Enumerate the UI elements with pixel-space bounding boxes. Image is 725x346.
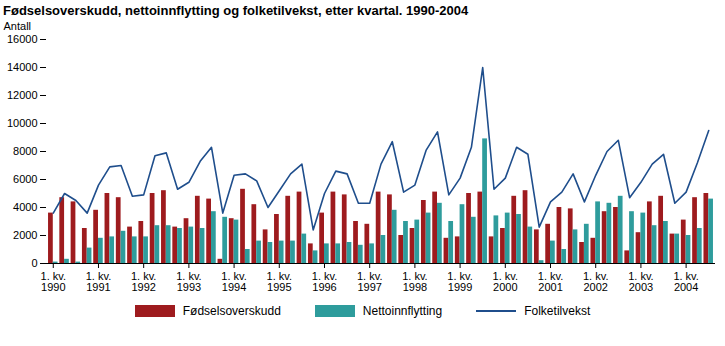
svg-text:8000: 8000 — [13, 145, 37, 157]
svg-text:1. kv.1991: 1. kv.1991 — [86, 270, 111, 293]
svg-text:4000: 4000 — [13, 201, 37, 213]
svg-text:2000: 2000 — [13, 229, 37, 241]
svg-text:1. kv.1997: 1. kv.1997 — [357, 270, 382, 293]
html-text:Nettoinnflytting: Nettoinnflytting — [362, 304, 443, 318]
svg-text:1. kv.1996: 1. kv.1996 — [312, 270, 337, 293]
html-text:Fødselsoverskudd: Fødselsoverskudd — [182, 304, 281, 318]
svg-text:Antall: Antall — [4, 20, 32, 32]
svg-text:1. kv.2000: 1. kv.2000 — [493, 270, 518, 293]
svg-text:1. kv.1992: 1. kv.1992 — [131, 270, 156, 293]
svg-text:1. kv.2003: 1. kv.2003 — [628, 270, 653, 293]
svg-text:1. kv.1990: 1. kv.1990 — [41, 270, 66, 293]
svg-text:0: 0 — [31, 257, 37, 269]
svg-text:16000: 16000 — [7, 33, 38, 45]
svg-text:10000: 10000 — [7, 117, 38, 129]
svg-text:6000: 6000 — [13, 173, 37, 185]
svg-text:1. kv.2002: 1. kv.2002 — [583, 270, 608, 293]
svg-text:1. kv.2004: 1. kv.2004 — [673, 270, 698, 293]
svg-text:1. kv.1995: 1. kv.1995 — [267, 270, 292, 293]
svg-text:14000: 14000 — [7, 61, 38, 73]
svg-text:1. kv.1994: 1. kv.1994 — [221, 270, 246, 293]
html-text:Fødselsoverskudd, nettoinnflyt: Fødselsoverskudd, nettoinnflytting og fo… — [3, 3, 469, 18]
svg-text:1. kv.2001: 1. kv.2001 — [538, 270, 563, 293]
svg-text:12000: 12000 — [7, 89, 38, 101]
html-text:Folketilvekst: Folketilvekst — [524, 304, 591, 318]
svg-text:1. kv.1998: 1. kv.1998 — [402, 270, 427, 293]
svg-text:1. kv.1999: 1. kv.1999 — [447, 270, 472, 293]
svg-text:1. kv.1993: 1. kv.1993 — [176, 270, 201, 293]
